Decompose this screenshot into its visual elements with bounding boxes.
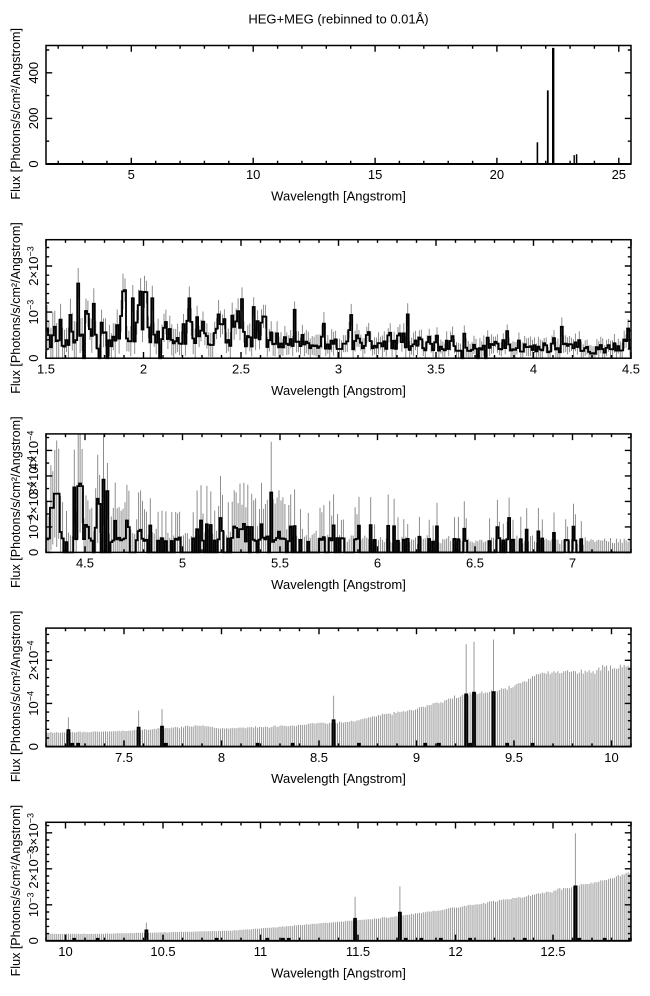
svg-text:Flux [Photons/s/cm²/Angstrom]: Flux [Photons/s/cm²/Angstrom] [9, 611, 23, 783]
svg-text:9: 9 [413, 750, 420, 765]
svg-text:5: 5 [128, 167, 135, 182]
svg-text:Wavelength [Angstrom]: Wavelength [Angstrom] [271, 965, 406, 980]
svg-text:Wavelength [Angstrom]: Wavelength [Angstrom] [271, 189, 406, 204]
svg-text:0: 0 [26, 937, 41, 944]
svg-text:12: 12 [448, 944, 462, 959]
svg-text:20: 20 [490, 167, 504, 182]
svg-text:400: 400 [26, 62, 41, 84]
svg-text:1.5: 1.5 [37, 361, 55, 376]
svg-text:2: 2 [140, 361, 147, 376]
svg-text:0: 0 [26, 160, 41, 167]
svg-text:Wavelength [Angstrom]: Wavelength [Angstrom] [271, 383, 406, 398]
svg-text:3: 3 [335, 361, 342, 376]
svg-text:7: 7 [569, 556, 576, 571]
svg-text:4: 4 [530, 361, 537, 376]
svg-text:2.5: 2.5 [232, 361, 250, 376]
svg-text:4.5: 4.5 [622, 361, 640, 376]
svg-text:8.5: 8.5 [310, 750, 328, 765]
svg-text:8: 8 [218, 750, 225, 765]
svg-text:7.5: 7.5 [115, 750, 133, 765]
svg-text:6.5: 6.5 [466, 556, 484, 571]
svg-text:10: 10 [246, 167, 260, 182]
svg-text:3.5: 3.5 [427, 361, 445, 376]
svg-text:HEG+MEG (rebinned to 0.01Å): HEG+MEG (rebinned to 0.01Å) [248, 12, 428, 27]
svg-text:6: 6 [374, 556, 381, 571]
svg-text:Flux [Photons/s/cm²/Angstrom]: Flux [Photons/s/cm²/Angstrom] [9, 28, 23, 200]
svg-text:200: 200 [26, 108, 41, 130]
svg-text:11: 11 [254, 944, 268, 959]
svg-text:5: 5 [179, 556, 186, 571]
svg-text:10: 10 [58, 944, 72, 959]
svg-text:11.5: 11.5 [346, 944, 370, 959]
svg-text:0: 0 [26, 549, 41, 556]
svg-text:Wavelength [Angstrom]: Wavelength [Angstrom] [271, 577, 406, 592]
svg-text:Flux [Photons/s/cm²/Angstrom]: Flux [Photons/s/cm²/Angstrom] [9, 222, 23, 394]
svg-text:Flux [Photons/s/cm²/Angstrom]: Flux [Photons/s/cm²/Angstrom] [9, 416, 23, 588]
svg-text:12.5: 12.5 [540, 944, 565, 959]
svg-text:25: 25 [612, 167, 626, 182]
svg-text:5.5: 5.5 [271, 556, 289, 571]
svg-text:15: 15 [368, 167, 382, 182]
svg-text:9.5: 9.5 [505, 750, 523, 765]
svg-text:10: 10 [604, 750, 618, 765]
svg-text:0: 0 [26, 743, 41, 750]
svg-text:4.5: 4.5 [76, 556, 94, 571]
svg-text:10.5: 10.5 [150, 944, 175, 959]
svg-text:Flux [Photons/s/cm²/Angstrom]: Flux [Photons/s/cm²/Angstrom] [9, 805, 23, 977]
svg-text:Wavelength [Angstrom]: Wavelength [Angstrom] [271, 771, 406, 786]
svg-text:0: 0 [26, 355, 41, 362]
